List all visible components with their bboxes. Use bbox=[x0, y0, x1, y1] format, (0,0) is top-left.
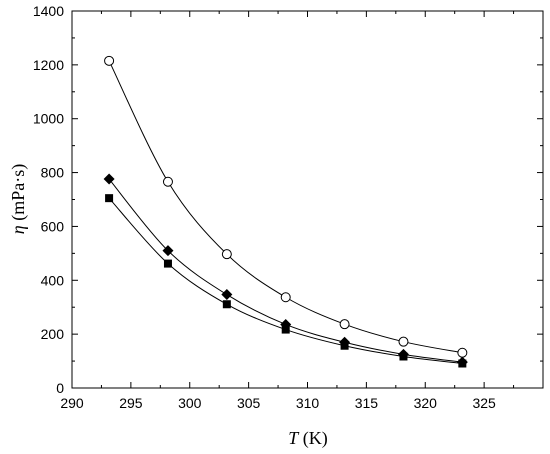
point-filled-diamond bbox=[162, 245, 174, 257]
point-open-circle bbox=[280, 292, 291, 303]
point-filled-square bbox=[222, 300, 231, 309]
y-tick-label: 600 bbox=[41, 218, 65, 234]
x-tick-label: 300 bbox=[178, 395, 202, 411]
y-tick-label: 800 bbox=[41, 165, 65, 181]
point-open-circle bbox=[221, 249, 232, 260]
point-filled-square bbox=[340, 341, 349, 350]
point-open-circle bbox=[104, 55, 115, 66]
point-filled-square bbox=[458, 359, 467, 368]
point-filled-square bbox=[105, 194, 114, 203]
series-lines bbox=[108, 60, 463, 364]
series-markers bbox=[103, 55, 468, 368]
x-tick-label: 305 bbox=[237, 395, 261, 411]
x-axis-title: T (K) bbox=[288, 428, 328, 449]
point-open-circle bbox=[339, 319, 350, 330]
y-tick-label: 1200 bbox=[33, 57, 64, 73]
y-axis-title: η (mPa·s) bbox=[8, 164, 29, 234]
point-filled-square bbox=[399, 352, 408, 361]
x-tick-label: 310 bbox=[296, 395, 320, 411]
y-tick-label: 200 bbox=[41, 326, 65, 342]
point-open-circle bbox=[162, 176, 173, 187]
series-line-open-circle bbox=[108, 60, 463, 354]
series-line-filled-square bbox=[108, 197, 463, 364]
point-open-circle bbox=[398, 336, 409, 347]
axis-ticks bbox=[71, 10, 543, 389]
y-axis-unit: (mPa·s) bbox=[8, 164, 29, 226]
x-axis-unit: (K) bbox=[298, 428, 328, 449]
y-tick-label: 1000 bbox=[33, 111, 64, 127]
x-tick-label: 320 bbox=[414, 395, 438, 411]
x-tick-label: 290 bbox=[60, 395, 84, 411]
y-tick-labels: 0 200 400 600 800 1000 1200 1400 bbox=[33, 3, 64, 396]
point-filled-square bbox=[281, 325, 290, 334]
point-filled-diamond bbox=[103, 173, 115, 185]
point-open-circle bbox=[457, 347, 468, 358]
plot-frame bbox=[71, 10, 544, 389]
x-tick-label: 325 bbox=[472, 395, 496, 411]
x-tick-label: 315 bbox=[355, 395, 379, 411]
x-tick-label: 295 bbox=[119, 395, 143, 411]
x-tick-labels: 290 295 300 305 310 315 320 325 bbox=[60, 395, 496, 411]
y-axis-symbol: η bbox=[8, 225, 28, 234]
x-axis-symbol: T bbox=[288, 428, 300, 448]
point-filled-square bbox=[163, 259, 172, 268]
point-filled-diamond bbox=[221, 289, 233, 301]
y-tick-label: 1400 bbox=[33, 3, 64, 19]
y-tick-label: 400 bbox=[41, 272, 65, 288]
series-line-filled-diamond bbox=[108, 178, 463, 363]
y-tick-label: 0 bbox=[56, 380, 64, 396]
